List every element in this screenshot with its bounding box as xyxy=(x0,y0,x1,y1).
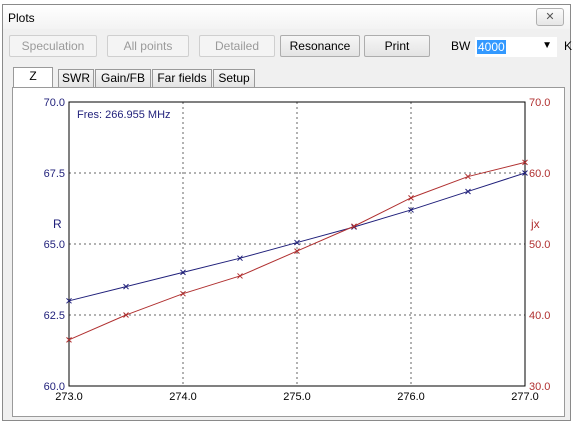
right-tick-label: 60.0 xyxy=(529,168,550,180)
data-point xyxy=(409,195,414,200)
right-axis-label: jx xyxy=(530,217,540,231)
right-tick-label: 40.0 xyxy=(529,310,550,322)
window-title: Plots xyxy=(8,11,35,25)
toolbar: Speculation All points Detailed Resonanc… xyxy=(3,35,570,61)
left-tick-label: 60.0 xyxy=(44,381,65,393)
right-tick-label: 70.0 xyxy=(529,97,550,109)
speculation-button[interactable]: Speculation xyxy=(9,35,97,57)
left-axis-label: R xyxy=(53,217,62,231)
left-tick-label: 67.5 xyxy=(44,168,65,180)
chevron-down-icon[interactable]: ▼ xyxy=(542,40,552,51)
plots-window: Plots ✕ Speculation All points Detailed … xyxy=(2,4,571,421)
left-tick-label: 65.0 xyxy=(44,239,65,251)
x-tick-label: 276.0 xyxy=(397,391,425,403)
data-point xyxy=(238,273,243,278)
close-icon[interactable]: ✕ xyxy=(536,8,564,26)
all-points-button[interactable]: All points xyxy=(107,35,189,57)
tab-far-fields[interactable]: Far fields xyxy=(152,69,212,87)
tab-z[interactable]: Z xyxy=(13,67,53,88)
tab-setup[interactable]: Setup xyxy=(213,69,255,87)
title-bar[interactable]: Plots ✕ xyxy=(3,5,570,29)
resonance-annotation: Fres: 266.955 MHz xyxy=(77,109,171,121)
data-point xyxy=(466,189,471,194)
right-tick-label: 30.0 xyxy=(529,381,550,393)
print-button[interactable]: Print xyxy=(364,35,430,57)
bw-unit-label: KHz xyxy=(564,39,573,53)
bw-label: BW xyxy=(451,39,470,53)
tab-swr[interactable]: SWR xyxy=(58,69,94,87)
detailed-button[interactable]: Detailed xyxy=(199,35,275,57)
impedance-chart: 273.0 274.0 275.0 276.0 277.060.0 30.062.5 40.… xyxy=(13,88,566,418)
x-tick-label: 275.0 xyxy=(283,391,311,403)
left-tick-label: 62.5 xyxy=(44,310,65,322)
data-point xyxy=(181,291,186,296)
right-tick-label: 50.0 xyxy=(529,239,550,251)
bw-value[interactable]: 4000 xyxy=(477,40,506,54)
bw-dropdown[interactable]: 4000 ▼ xyxy=(475,37,557,57)
left-tick-label: 70.0 xyxy=(44,97,65,109)
z-plot-panel: 273.0 274.0 275.0 276.0 277.0 60.0 30.0 62.5 40.… xyxy=(12,87,565,417)
tab-bar: Z SWR Gain/FB Far fields Setup xyxy=(13,67,273,87)
resonance-button[interactable]: Resonance xyxy=(280,35,360,57)
x-tick-label: 274.0 xyxy=(169,391,197,403)
tab-gain-fb[interactable]: Gain/FB xyxy=(95,69,151,87)
